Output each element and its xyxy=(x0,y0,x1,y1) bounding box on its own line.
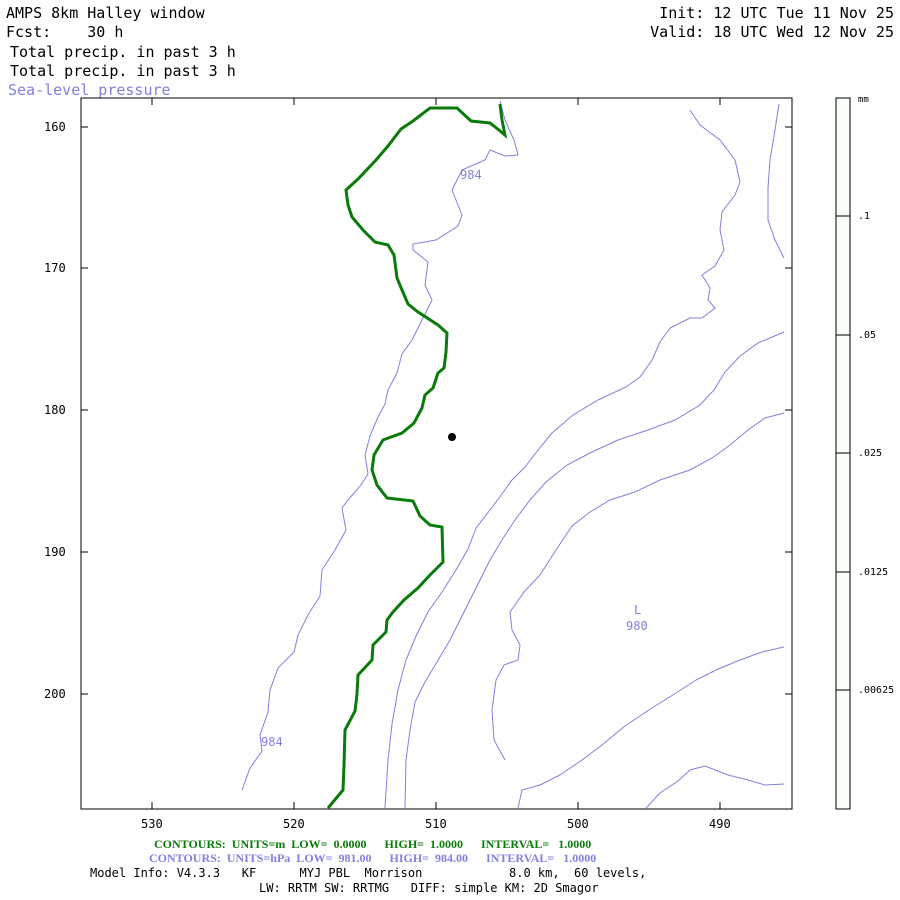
colorbar xyxy=(835,97,851,810)
pressure-contour-east-edge xyxy=(384,109,741,809)
contour-label: 980 xyxy=(626,619,648,633)
field-label-2: Total precip. in past 3 h xyxy=(10,62,236,80)
y-tick-label: 180 xyxy=(44,403,66,417)
map-frame xyxy=(80,97,793,810)
precip-contour xyxy=(326,103,508,809)
colorbar-label: .0125 xyxy=(858,567,889,578)
colorbar-unit: mm xyxy=(858,95,869,105)
colorbar-label: .1 xyxy=(858,211,871,222)
pressure-contour-984-southeast xyxy=(645,765,785,809)
station-marker xyxy=(448,433,456,441)
pressure-contour-984-north xyxy=(241,100,519,791)
forecast-hour: Fcst: 30 h xyxy=(6,23,124,41)
y-tick-label: 200 xyxy=(44,687,66,701)
contour-label: 984 xyxy=(261,735,283,749)
x-tick-label: 500 xyxy=(567,817,589,831)
init-time: Init: 12 UTC Tue 11 Nov 25 xyxy=(659,4,894,22)
x-tick-label: 520 xyxy=(283,817,305,831)
pressure-contour-981 xyxy=(404,331,785,809)
contour-info-pressure: CONTOURS: UNITS=hPa LOW= 981.00 HIGH= 98… xyxy=(149,851,597,865)
y-axis xyxy=(81,126,792,695)
low-pressure-marker: L xyxy=(634,603,642,617)
plot-title: AMPS 8km Halley window xyxy=(6,4,205,22)
x-tick-label: 530 xyxy=(141,817,163,831)
model-physics: LW: RRTM SW: RRTMG DIFF: simple KM: 2D S… xyxy=(259,881,599,895)
contour-label: 984 xyxy=(460,168,482,182)
pressure-contour-982 xyxy=(491,412,785,761)
contour-info-precip: CONTOURS: UNITS=m LOW= 0.0000 HIGH= 1.00… xyxy=(154,837,592,851)
valid-time: Valid: 18 UTC Wed 12 Nov 25 xyxy=(650,23,894,41)
x-tick-label: 510 xyxy=(425,817,447,831)
y-tick-label: 160 xyxy=(44,120,66,134)
field-label-1: Total precip. in past 3 h xyxy=(10,43,236,61)
y-tick-label: 190 xyxy=(44,545,66,559)
model-info: Model Info: V4.3.3 KF MYJ PBL Morrison 8… xyxy=(90,866,647,880)
pressure-contour-983 xyxy=(517,646,785,809)
colorbar-label: .00625 xyxy=(858,685,895,696)
pressure-contour-east-right xyxy=(767,103,785,259)
y-tick-label: 170 xyxy=(44,261,66,275)
colorbar-label: .025 xyxy=(858,448,883,459)
x-axis xyxy=(151,98,721,809)
field-label-3: Sea-level pressure xyxy=(8,81,171,99)
pressure-contours xyxy=(241,100,785,809)
x-tick-label: 490 xyxy=(709,817,731,831)
colorbar-label: .05 xyxy=(858,330,877,341)
